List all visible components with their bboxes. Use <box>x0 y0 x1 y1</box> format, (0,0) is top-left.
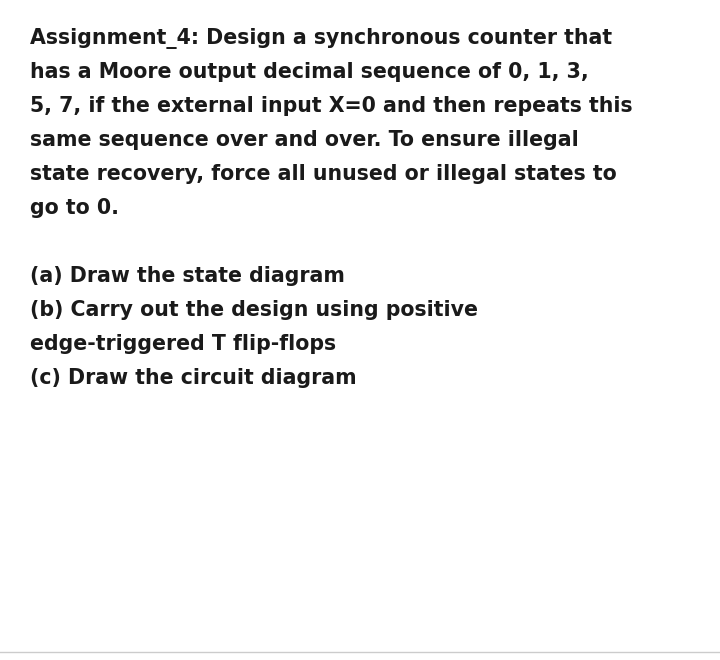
Text: has a Moore output decimal sequence of 0, 1, 3,: has a Moore output decimal sequence of 0… <box>30 62 589 82</box>
Text: Assignment_4: Design a synchronous counter that: Assignment_4: Design a synchronous count… <box>30 28 612 49</box>
Text: same sequence over and over. To ensure illegal: same sequence over and over. To ensure i… <box>30 130 579 150</box>
Text: (a) Draw the state diagram: (a) Draw the state diagram <box>30 266 345 286</box>
Text: 5, 7, if the external input X=0 and then repeats this: 5, 7, if the external input X=0 and then… <box>30 96 633 116</box>
Text: state recovery, force all unused or illegal states to: state recovery, force all unused or ille… <box>30 164 617 184</box>
Text: (c) Draw the circuit diagram: (c) Draw the circuit diagram <box>30 368 356 388</box>
Text: (b) Carry out the design using positive: (b) Carry out the design using positive <box>30 300 478 320</box>
Text: go to 0.: go to 0. <box>30 198 119 218</box>
Text: edge-triggered T flip-flops: edge-triggered T flip-flops <box>30 334 336 354</box>
